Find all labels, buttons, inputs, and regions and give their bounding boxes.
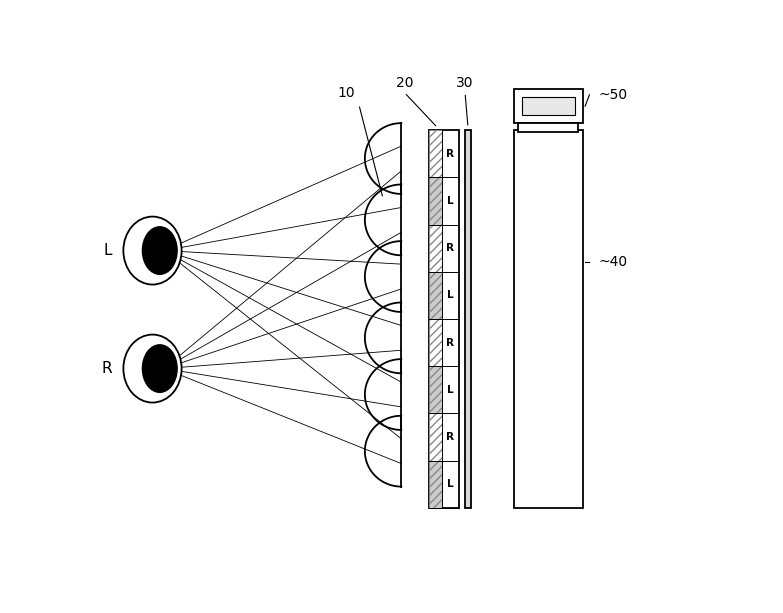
Bar xyxy=(428,319,442,366)
Ellipse shape xyxy=(124,335,182,403)
Text: R: R xyxy=(446,149,454,159)
Text: 30: 30 xyxy=(456,76,474,90)
Text: R: R xyxy=(446,432,454,442)
Bar xyxy=(428,413,442,460)
Bar xyxy=(428,224,442,272)
Bar xyxy=(428,130,459,508)
Text: L: L xyxy=(447,291,454,300)
Text: 20: 20 xyxy=(395,76,413,90)
Bar xyxy=(428,366,442,413)
Bar xyxy=(518,123,579,132)
Bar xyxy=(522,97,575,115)
Ellipse shape xyxy=(124,216,182,284)
Text: R: R xyxy=(102,361,113,376)
Bar xyxy=(428,460,442,508)
Bar xyxy=(428,130,442,177)
Bar xyxy=(514,89,583,123)
Text: L: L xyxy=(447,385,454,395)
Text: L: L xyxy=(447,479,454,489)
Text: 10: 10 xyxy=(337,86,355,99)
Text: R: R xyxy=(446,243,454,253)
Bar xyxy=(428,177,442,224)
Text: L: L xyxy=(104,243,113,258)
Bar xyxy=(428,272,442,319)
Text: L: L xyxy=(447,196,454,206)
Ellipse shape xyxy=(142,344,178,393)
Bar xyxy=(514,130,583,508)
Bar xyxy=(465,130,471,508)
Text: ~40: ~40 xyxy=(598,256,628,269)
Text: R: R xyxy=(446,338,454,348)
Text: ~50: ~50 xyxy=(598,88,628,102)
Ellipse shape xyxy=(142,226,178,275)
